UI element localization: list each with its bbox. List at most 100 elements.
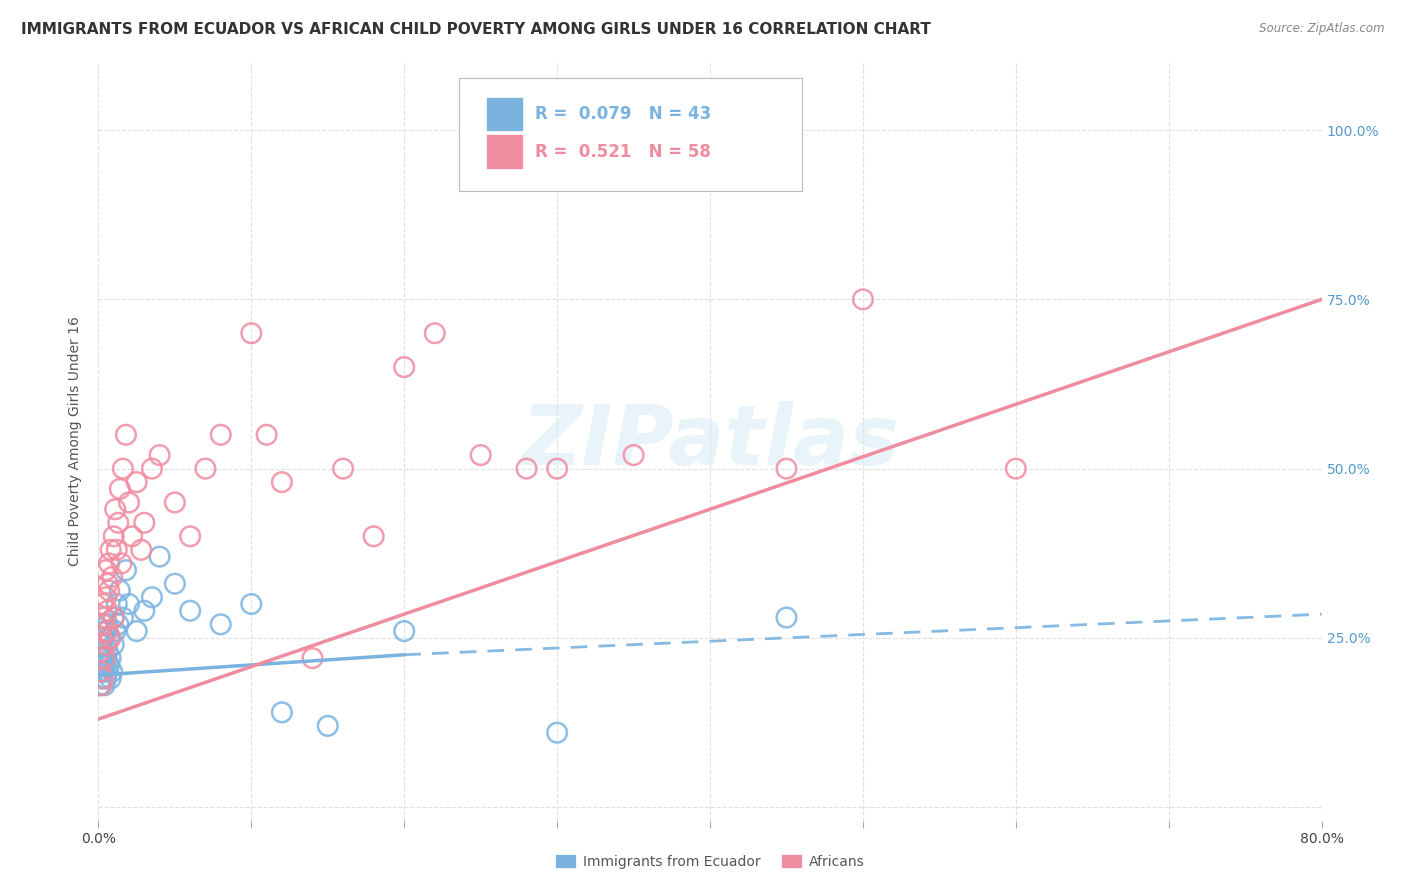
Point bbox=[141, 461, 163, 475]
Point bbox=[90, 672, 112, 686]
Point bbox=[93, 657, 115, 672]
Point bbox=[89, 678, 111, 692]
Point bbox=[97, 665, 120, 679]
Point bbox=[516, 461, 538, 475]
Point bbox=[100, 672, 122, 686]
Point bbox=[745, 150, 768, 164]
Point bbox=[392, 360, 416, 375]
Point bbox=[97, 604, 120, 618]
Point bbox=[97, 624, 120, 639]
Point bbox=[91, 644, 114, 658]
Point bbox=[775, 610, 797, 624]
Text: IMMIGRANTS FROM ECUADOR VS AFRICAN CHILD POVERTY AMONG GIRLS UNDER 16 CORRELATIO: IMMIGRANTS FROM ECUADOR VS AFRICAN CHILD… bbox=[21, 22, 931, 37]
Point bbox=[149, 549, 172, 564]
Point bbox=[103, 529, 125, 543]
Point bbox=[699, 123, 721, 137]
Point bbox=[104, 624, 127, 639]
Point bbox=[89, 665, 111, 679]
Point bbox=[623, 448, 645, 462]
Point bbox=[103, 610, 125, 624]
Point bbox=[98, 557, 121, 571]
Point bbox=[115, 427, 138, 442]
Point bbox=[129, 542, 152, 557]
Point bbox=[89, 657, 111, 672]
Point bbox=[90, 678, 112, 692]
Text: R =  0.079   N = 43: R = 0.079 N = 43 bbox=[536, 105, 711, 123]
Text: ZIPatlas: ZIPatlas bbox=[522, 401, 898, 482]
Point bbox=[100, 631, 122, 645]
Point bbox=[104, 502, 127, 516]
Text: Source: ZipAtlas.com: Source: ZipAtlas.com bbox=[1260, 22, 1385, 36]
Point bbox=[363, 529, 385, 543]
Point bbox=[97, 617, 120, 632]
Point bbox=[103, 638, 125, 652]
Point bbox=[256, 427, 278, 442]
Point bbox=[775, 461, 797, 475]
Point bbox=[121, 529, 143, 543]
Point bbox=[94, 563, 117, 577]
Point bbox=[423, 326, 446, 341]
Point bbox=[94, 672, 117, 686]
Point bbox=[118, 495, 141, 509]
Point bbox=[89, 644, 111, 658]
Point bbox=[179, 604, 201, 618]
Point bbox=[91, 617, 114, 632]
Point bbox=[270, 475, 292, 490]
Point bbox=[240, 597, 263, 611]
FancyBboxPatch shape bbox=[486, 96, 523, 130]
Point bbox=[98, 657, 121, 672]
Point bbox=[94, 651, 117, 665]
Point bbox=[100, 542, 122, 557]
Point bbox=[91, 597, 114, 611]
Point bbox=[93, 678, 115, 692]
FancyBboxPatch shape bbox=[486, 135, 523, 169]
Point bbox=[90, 631, 112, 645]
Point bbox=[209, 427, 232, 442]
Point bbox=[110, 557, 132, 571]
Point bbox=[141, 591, 163, 605]
Point bbox=[546, 725, 568, 739]
Point bbox=[125, 475, 148, 490]
Point bbox=[194, 461, 217, 475]
Point bbox=[90, 638, 112, 652]
Point bbox=[93, 624, 115, 639]
Point bbox=[108, 482, 131, 496]
Point bbox=[149, 448, 172, 462]
Point bbox=[852, 293, 875, 307]
Point bbox=[270, 706, 292, 720]
Point bbox=[668, 123, 690, 137]
Point bbox=[108, 583, 131, 598]
Point bbox=[107, 617, 129, 632]
Point bbox=[91, 631, 114, 645]
Point bbox=[316, 719, 339, 733]
FancyBboxPatch shape bbox=[460, 78, 801, 191]
Point bbox=[470, 448, 492, 462]
Point bbox=[301, 651, 323, 665]
Point bbox=[209, 617, 232, 632]
Point bbox=[118, 597, 141, 611]
Point bbox=[125, 624, 148, 639]
Point bbox=[163, 495, 186, 509]
Point bbox=[93, 651, 115, 665]
Point bbox=[134, 604, 156, 618]
Point bbox=[111, 610, 134, 624]
Point bbox=[105, 542, 128, 557]
Point bbox=[105, 597, 128, 611]
Point bbox=[100, 651, 122, 665]
Point bbox=[103, 610, 125, 624]
Point bbox=[134, 516, 156, 530]
Point bbox=[98, 583, 121, 598]
Point bbox=[111, 461, 134, 475]
Point bbox=[107, 516, 129, 530]
Point bbox=[94, 591, 117, 605]
Point bbox=[97, 576, 120, 591]
Point bbox=[115, 563, 138, 577]
Point bbox=[163, 576, 186, 591]
Point bbox=[101, 570, 124, 584]
Point bbox=[392, 624, 416, 639]
Point bbox=[94, 638, 117, 652]
Legend: Immigrants from Ecuador, Africans: Immigrants from Ecuador, Africans bbox=[550, 848, 870, 874]
Text: R =  0.521   N = 58: R = 0.521 N = 58 bbox=[536, 143, 711, 161]
Point bbox=[179, 529, 201, 543]
Point bbox=[546, 461, 568, 475]
